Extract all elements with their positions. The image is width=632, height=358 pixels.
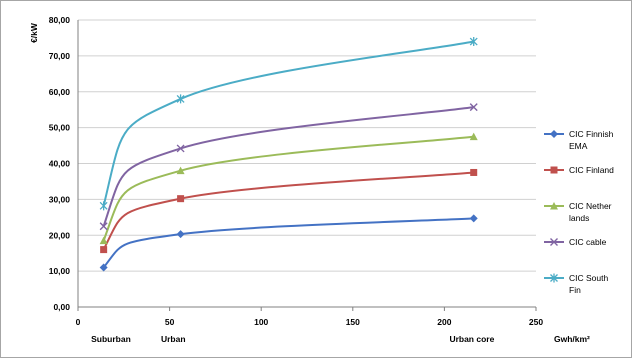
data-point <box>177 195 185 203</box>
y-tick-label: 20,00 <box>49 230 71 240</box>
series-cic-finnish-ema <box>99 214 478 272</box>
y-tick-label: 70,00 <box>49 51 71 61</box>
y-tick-label: 50,00 <box>49 123 71 133</box>
series-cic-nether-lands <box>99 132 478 245</box>
x-tick-label: 50 <box>165 317 175 327</box>
x-axis-label: Gwh/km² <box>554 334 590 344</box>
data-point <box>176 166 185 175</box>
y-tick-label: 40,00 <box>49 159 71 169</box>
x-tick-label: 200 <box>437 317 451 327</box>
series-line <box>102 40 474 207</box>
legend-label: EMA <box>569 141 588 151</box>
x-category-label: Urban core <box>449 334 494 344</box>
legend-marker <box>550 130 558 138</box>
x-tick-label: 250 <box>529 317 543 327</box>
legend-marker <box>550 202 558 210</box>
data-point <box>469 103 478 112</box>
data-point <box>99 263 108 272</box>
series-line <box>102 171 474 251</box>
data-point <box>470 168 478 176</box>
legend-label: CIC cable <box>569 237 607 247</box>
legend: CIC Finnish EMA CIC Finland CIC Nether lands… <box>544 129 614 295</box>
legend-marker <box>550 166 558 174</box>
y-tick-label: 0,00 <box>53 302 70 312</box>
y-tick-label: 10,00 <box>49 266 71 276</box>
tick-labels: 0,00 10,00 20,00 30,00 40,00 50,00 60,00 70,00 8… <box>49 15 544 344</box>
series-line <box>102 135 474 241</box>
y-axis-label: €/kW <box>29 22 39 43</box>
data-point <box>99 222 108 231</box>
legend-item: CIC Finnish EMA <box>544 129 614 151</box>
data-point <box>469 132 478 141</box>
legend-item: CIC Finland <box>544 165 614 175</box>
legend-label: Fin <box>569 285 581 295</box>
x-tick-label: 100 <box>254 317 268 327</box>
legend-item: CIC Nether lands <box>544 201 612 223</box>
legend-label: CIC South <box>569 273 608 283</box>
legend-label: CIC Finland <box>569 165 614 175</box>
legend-label: CIC Finnish <box>569 129 614 139</box>
series-line <box>102 106 474 227</box>
x-tick-label: 0 <box>76 317 81 327</box>
x-tick-label: 150 <box>346 317 360 327</box>
series-group <box>99 37 478 272</box>
series-cic-south-fin <box>99 37 478 211</box>
data-point <box>99 201 108 211</box>
data-point <box>100 246 108 254</box>
data-point <box>176 144 185 153</box>
y-tick-label: 60,00 <box>49 87 71 97</box>
data-point <box>176 230 185 239</box>
legend-label: lands <box>569 213 589 223</box>
x-category-label: Urban <box>161 334 186 344</box>
series-line <box>102 217 474 269</box>
data-point <box>176 94 185 104</box>
gridlines <box>78 19 536 272</box>
axes <box>77 20 537 311</box>
data-point <box>99 236 108 245</box>
legend-marker <box>550 273 558 283</box>
series-cic-cable <box>99 103 478 231</box>
y-tick-label: 80,00 <box>49 15 71 25</box>
series-cic-finland <box>100 168 478 254</box>
x-category-label: Suburban <box>91 334 131 344</box>
legend-label: CIC Nether <box>569 201 612 211</box>
legend-item: CIC South Fin <box>544 273 608 295</box>
data-point <box>469 214 478 223</box>
legend-marker <box>550 238 558 246</box>
data-point <box>469 37 478 47</box>
legend-item: CIC cable <box>544 237 607 247</box>
y-tick-label: 30,00 <box>49 194 71 204</box>
